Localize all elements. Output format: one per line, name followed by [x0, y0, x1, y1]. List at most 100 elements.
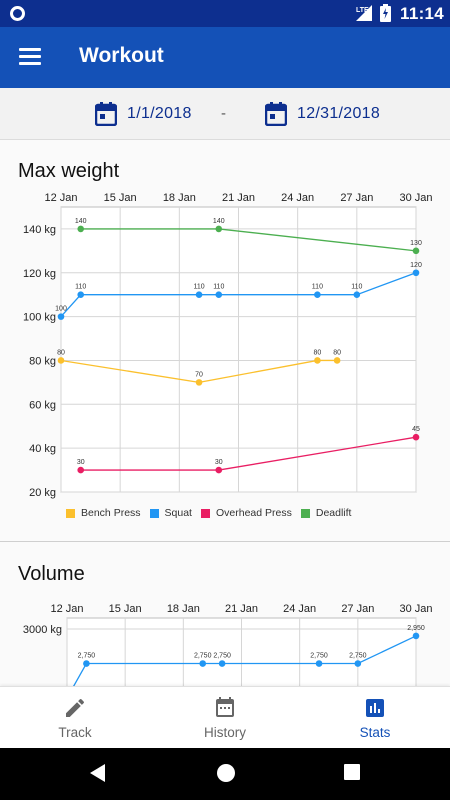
- y-tick-label: 140 kg: [23, 224, 56, 236]
- data-label: 110: [193, 284, 204, 291]
- max-weight-chart: 12 Jan 15 Jan 18 Jan 21 Jan 24 Jan 27 Jan 30 J…: [23, 192, 433, 499]
- x-tick-label: 12 Jan: [44, 192, 77, 204]
- data-label: 70: [195, 371, 203, 378]
- data-point: [412, 433, 420, 441]
- nav-stats[interactable]: Stats: [300, 687, 450, 749]
- data-label: 140: [213, 218, 225, 225]
- start-date-button[interactable]: 1/1/2018: [95, 100, 192, 128]
- end-date-button[interactable]: 12/31/2018: [265, 100, 380, 128]
- data-point: [57, 357, 65, 364]
- data-label: 80: [313, 349, 321, 356]
- x-tick-label: 24 Jan: [283, 603, 316, 615]
- y-tick-label: 120 kg: [23, 268, 56, 280]
- x-tick-label: 15 Jan: [109, 603, 142, 615]
- x-tick-label: 21 Jan: [225, 603, 258, 615]
- max-weight-card: Max weight 12 Jan 15 Jan 18 Jan 21 Jan 24 Ja…: [0, 150, 450, 542]
- start-date: 1/1/2018: [127, 105, 192, 122]
- legend-label: Overhead Press: [215, 507, 292, 519]
- data-point: [412, 269, 420, 277]
- calendar-icon: [265, 102, 287, 126]
- data-label: 110: [351, 284, 362, 291]
- nav-history-label: History: [203, 725, 246, 740]
- legend-item: Deadlift: [300, 507, 352, 519]
- y-tick-label: 100 kg: [23, 312, 56, 324]
- x-tick-label: 12 Jan: [50, 603, 83, 615]
- data-label: 2,750: [194, 653, 212, 660]
- data-label: 2,750: [310, 653, 328, 660]
- data-point: [333, 357, 341, 364]
- status-bar: LTE 11:14: [0, 0, 450, 27]
- app-bar: Workout: [0, 27, 450, 88]
- data-point: [353, 291, 361, 298]
- x-tick-label: 27 Jan: [340, 192, 373, 204]
- data-point: [412, 632, 420, 640]
- legend-item: Overhead Press: [200, 507, 292, 519]
- home-icon[interactable]: [216, 763, 236, 783]
- data-label: 2,750: [349, 653, 367, 660]
- bottom-navigation: Track History Stats: [0, 686, 450, 748]
- nav-history[interactable]: History: [150, 687, 300, 749]
- chart-legend: Bench Press Squat Overhead Press Deadlift: [66, 507, 360, 519]
- status-time: 11:14: [400, 4, 445, 23]
- x-tick-label: 30 Jan: [399, 192, 432, 204]
- back-icon[interactable]: [89, 763, 107, 783]
- section-title-max-weight: Max weight: [18, 160, 120, 182]
- battery-icon: [380, 4, 391, 22]
- data-label: 130: [410, 240, 422, 247]
- recents-icon[interactable]: [343, 763, 361, 781]
- data-point: [77, 466, 85, 474]
- data-point: [315, 660, 323, 667]
- volume-card: Volume 12 Jan 15 Jan 18 Jan 21 Jan 24 Jan 27 …: [0, 553, 450, 693]
- data-point: [57, 313, 65, 320]
- section-title-volume: Volume: [18, 563, 85, 585]
- network-type: LTE: [356, 7, 369, 14]
- legend-label: Bench Press: [81, 507, 141, 519]
- data-label: 140: [75, 218, 87, 225]
- x-tick-label: 18 Jan: [167, 603, 200, 615]
- app-title: Workout: [79, 44, 164, 67]
- nav-track[interactable]: Track: [0, 687, 150, 749]
- lte-signal-icon: LTE: [356, 5, 372, 21]
- date-separator: -: [221, 105, 226, 122]
- data-point: [215, 466, 223, 474]
- data-point: [314, 291, 321, 298]
- data-label: 110: [312, 284, 323, 291]
- data-label: 120: [410, 262, 422, 269]
- nav-stats-label: Stats: [359, 725, 391, 740]
- notification-ring-icon: [10, 6, 25, 21]
- data-point: [215, 291, 223, 298]
- data-point: [199, 660, 207, 667]
- pencil-icon: [66, 698, 85, 717]
- data-label: 30: [215, 459, 223, 466]
- data-label: 45: [412, 426, 420, 433]
- end-date: 12/31/2018: [297, 105, 381, 122]
- calendar-icon: [216, 697, 234, 717]
- data-label: 2,750: [78, 653, 96, 660]
- data-point: [83, 660, 90, 667]
- legend-item: Squat: [149, 507, 192, 519]
- x-tick-label: 18 Jan: [163, 192, 196, 204]
- nav-track-label: Track: [58, 725, 92, 740]
- data-point: [215, 225, 223, 233]
- system-navigation-bar: [0, 748, 450, 800]
- data-point: [195, 379, 203, 386]
- data-point: [77, 291, 85, 298]
- data-point: [195, 291, 203, 298]
- data-point: [77, 225, 85, 233]
- menu-icon[interactable]: [19, 46, 41, 68]
- data-label: 2,750: [213, 653, 231, 660]
- y-tick-label: 40 kg: [29, 443, 56, 455]
- y-tick-label: 20 kg: [29, 487, 56, 499]
- legend-swatch: [149, 508, 159, 518]
- data-label: 2,950: [407, 625, 425, 632]
- data-point: [412, 247, 420, 255]
- legend-label: Deadlift: [315, 507, 352, 519]
- data-label: 30: [77, 459, 85, 466]
- x-tick-label: 30 Jan: [399, 603, 432, 615]
- date-range-bar: 1/1/2018 - 12/31/2018: [0, 88, 450, 140]
- legend-swatch: [66, 508, 75, 518]
- legend-label: Squat: [164, 507, 192, 519]
- x-tick-label: 24 Jan: [281, 192, 314, 204]
- volume-chart: 12 Jan 15 Jan 18 Jan 21 Jan 24 Jan 27 Jan 30 J…: [23, 603, 433, 693]
- legend-item: Bench Press: [66, 507, 141, 519]
